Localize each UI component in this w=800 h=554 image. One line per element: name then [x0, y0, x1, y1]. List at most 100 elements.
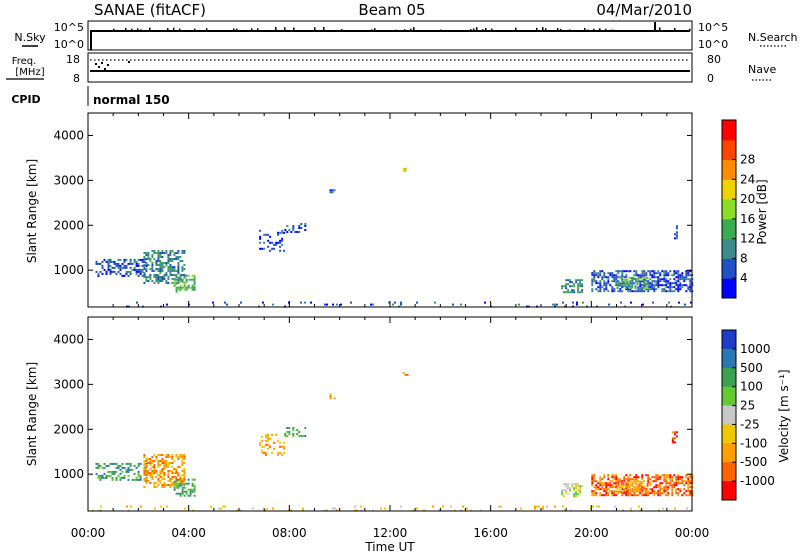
scatter-cell — [141, 268, 144, 271]
scatter-cell — [599, 286, 602, 289]
scatter-cell — [613, 278, 616, 281]
scatter-cell — [155, 274, 158, 276]
scatter-cell — [181, 250, 184, 252]
scatter-cell — [149, 472, 152, 474]
scatter-cell — [609, 482, 612, 485]
scatter-cell — [577, 485, 580, 488]
scatter-cell — [183, 458, 186, 460]
scatter-cell — [161, 454, 164, 456]
scatter-cell — [679, 488, 682, 491]
scatter-cell — [607, 280, 610, 283]
scatter-cell — [653, 280, 656, 283]
scatter-cell — [166, 505, 168, 508]
scatter-cell — [627, 290, 630, 293]
scatter-cell — [259, 247, 262, 250]
scatter-cell — [661, 278, 664, 281]
scatter-cell — [149, 276, 152, 278]
nsky-spike — [206, 28, 208, 31]
scatter-cell — [599, 282, 602, 285]
scatter-cell — [181, 266, 184, 268]
scatter-cell — [331, 191, 334, 194]
scatter-cell — [685, 276, 688, 279]
scatter-cell — [332, 303, 334, 306]
scatter-cell — [638, 505, 640, 508]
scatter-cell — [573, 493, 576, 496]
scatter-cell — [159, 482, 162, 484]
scatter-cell — [151, 250, 154, 252]
scatter-cell — [304, 427, 307, 429]
scatter-cell — [177, 478, 180, 481]
scatter-cell — [655, 276, 658, 279]
colorbar-tick-label: 16 — [740, 212, 755, 226]
scatter-cell — [271, 241, 274, 244]
scatter-cell — [157, 466, 160, 468]
scatter-cell — [135, 478, 138, 481]
freq-tick-top-left: 18 — [66, 53, 80, 66]
scatter-cell — [181, 492, 184, 495]
scatter-cell — [103, 466, 106, 469]
scatter-cell — [121, 466, 124, 469]
scatter-cell — [628, 486, 631, 489]
scatter-cell — [153, 464, 156, 466]
scatter-cell — [581, 283, 584, 286]
scatter-cell — [651, 284, 654, 287]
scatter-cell — [690, 301, 692, 304]
scatter-cell — [286, 231, 289, 233]
scatter-cell — [567, 283, 570, 286]
scatter-cell — [224, 301, 226, 304]
scatter-cell — [292, 429, 295, 431]
scatter-cell — [659, 490, 662, 493]
scatter-cell — [605, 482, 608, 485]
scatter-cell — [597, 286, 600, 289]
scatter-cell — [331, 189, 334, 192]
scatter-cell — [665, 478, 668, 481]
scatter-cell — [169, 270, 172, 272]
x-tick-label: 08:00 — [272, 526, 307, 540]
scatter-cell — [597, 282, 600, 285]
scatter-cell — [175, 290, 178, 293]
scatter-cell — [573, 487, 576, 490]
scatter-cell — [127, 470, 130, 473]
scatter-cell — [267, 443, 270, 446]
scatter-cell — [617, 492, 620, 495]
scatter-cell — [599, 478, 602, 481]
cpid-value: normal 150 — [93, 93, 170, 107]
nsky-spike — [293, 27, 295, 31]
scatter-cell — [153, 468, 156, 470]
scatter-cell — [646, 484, 649, 487]
scatter-cell — [121, 470, 124, 473]
scatter-cell — [669, 278, 672, 281]
colorbar-swatch — [722, 330, 736, 350]
scatter-cell — [579, 283, 582, 286]
scatter-cell — [625, 288, 628, 291]
scatter-cell — [147, 462, 150, 464]
scatter-cell — [675, 482, 678, 485]
scatter-cell — [674, 507, 676, 510]
scatter-cell — [663, 290, 666, 293]
scatter-cell — [640, 480, 643, 483]
scatter-cell — [625, 494, 628, 497]
scatter-cell — [657, 284, 660, 287]
nsky-spike — [149, 27, 151, 31]
scatter-cell — [571, 291, 574, 294]
scatter-cell — [687, 486, 690, 489]
scatter-cell — [125, 270, 128, 273]
scatter-cell — [151, 472, 154, 474]
scatter-cell — [173, 488, 176, 491]
scatter-cell — [671, 488, 674, 491]
scatter-cell — [161, 460, 164, 462]
scatter-cell — [416, 507, 418, 510]
scatter-cell — [163, 474, 166, 476]
scatter-cell — [614, 505, 616, 508]
scatter-cell — [139, 476, 142, 479]
scatter-cell — [619, 486, 622, 489]
scatter-cell — [554, 303, 556, 306]
scatter-cell — [616, 490, 619, 493]
scatter-cell — [620, 486, 623, 489]
scatter-cell — [647, 492, 650, 495]
scatter-cell — [621, 282, 624, 285]
scatter-cell — [151, 474, 154, 476]
scatter-cell — [179, 478, 182, 480]
scatter-cell — [267, 233, 270, 236]
scatter-cell — [123, 264, 126, 267]
